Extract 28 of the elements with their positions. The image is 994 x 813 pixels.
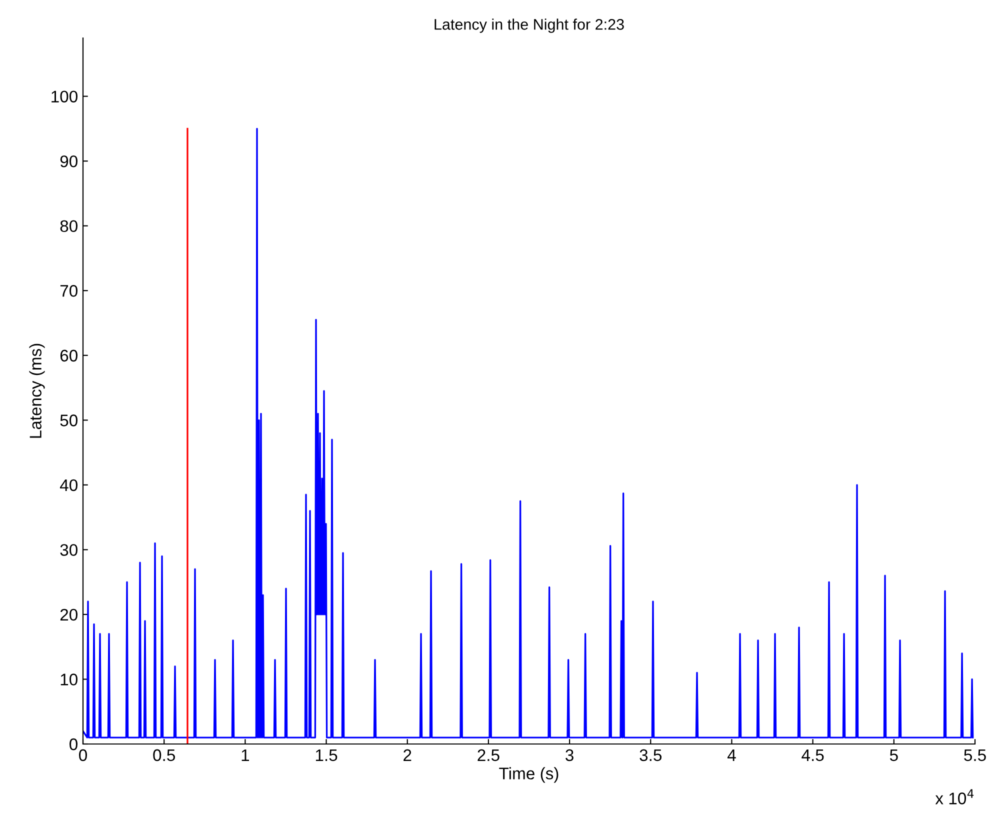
y-axis-title: Latency (ms) (29, 344, 45, 438)
x-tick-label: 3.5 (640, 749, 662, 762)
y-tick-label: 90 (60, 155, 78, 168)
chart-title: Latency in the Night for 2:23 (434, 18, 624, 33)
y-tick-label: 10 (60, 674, 78, 686)
y-tick-label: 30 (60, 544, 78, 556)
x-axis-title: Time (s) (499, 767, 558, 783)
x-tick-label: 5.5 (964, 749, 986, 762)
y-tick-label: 50 (60, 414, 78, 426)
y-tick-label: 80 (60, 220, 78, 232)
x-tick-label: 2.5 (478, 749, 500, 762)
line-series (83, 128, 974, 738)
x-tick-label: 4.5 (802, 749, 824, 762)
x-tick-label: 5 (890, 749, 898, 762)
y-tick-label: 70 (60, 285, 78, 297)
x-tick-label: 2 (404, 749, 412, 761)
y-tick-label: 20 (60, 608, 78, 621)
x-tick-label: 1 (242, 749, 250, 761)
y-tick-label: 100 (52, 90, 78, 102)
y-tick-label: 0 (70, 738, 78, 750)
x-tick-label: 4 (727, 749, 736, 761)
x-tick-label: 1.5 (316, 749, 338, 762)
x-tick-label: 0.5 (153, 749, 175, 762)
x-tick-label: 3 (566, 749, 574, 762)
x-tick-label: 0 (79, 749, 87, 762)
y-tick-label: 60 (60, 350, 78, 362)
text: x 10$^{4}$ (935, 789, 974, 804)
y-tick-label: 40 (60, 479, 78, 492)
